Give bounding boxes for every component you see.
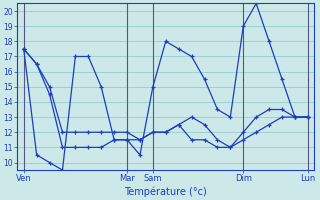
X-axis label: Température (°c): Température (°c) [124,186,207,197]
